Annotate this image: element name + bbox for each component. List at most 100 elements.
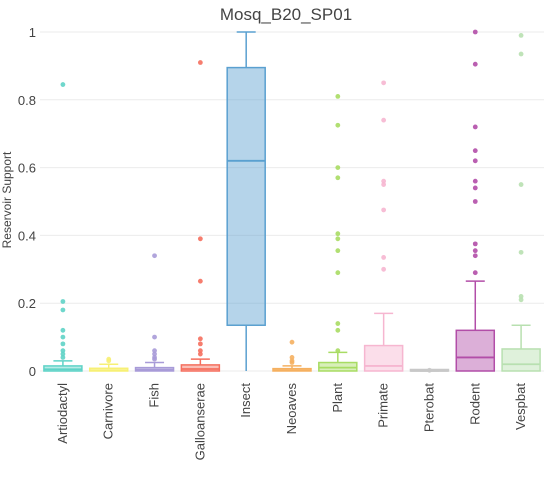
chart-title: Mosq_B20_SP01 (220, 5, 352, 24)
outlier-point (518, 32, 524, 38)
iqr-box (455, 329, 496, 372)
outlier-point (518, 249, 524, 255)
y-tick-label: 0.6 (18, 161, 36, 176)
x-tick-label: Plant (330, 383, 345, 413)
iqr-box (226, 66, 266, 326)
outlier-point (60, 334, 66, 340)
outlier-point (381, 207, 387, 213)
box-pterobat (409, 367, 450, 373)
outlier-point (518, 51, 524, 57)
outlier-point (106, 358, 112, 364)
outlier-point (197, 351, 203, 357)
outlier-point (60, 341, 66, 347)
box-galloanserae (180, 60, 221, 372)
box-artiodactyl (43, 82, 83, 372)
y-tick-label: 0 (29, 364, 36, 379)
outlier-point (335, 248, 341, 254)
x-tick-label: Pterobat (421, 383, 436, 433)
box-insect (226, 31, 266, 371)
x-tick-label: Primate (376, 383, 391, 428)
outlier-point (335, 175, 341, 181)
outlier-point (60, 82, 66, 87)
outlier-point (289, 355, 295, 360)
outlier-point (472, 29, 478, 35)
outlier-point (335, 165, 341, 171)
outlier-point (472, 248, 478, 254)
outlier-point (427, 367, 432, 373)
box-plant (318, 94, 358, 372)
outlier-point (335, 94, 341, 99)
outlier-point (197, 60, 203, 65)
y-axis-label: Reservoir Support (0, 151, 14, 248)
x-axis-ticks: Artiodactyl Carnivore Fish Galloanserae Inse… (55, 383, 528, 461)
x-tick-label: Fish (147, 383, 162, 408)
box-vespbat (501, 32, 541, 372)
outlier-point (197, 348, 203, 354)
box-carnivore (88, 356, 129, 372)
x-tick-label: Carnivore (101, 383, 116, 439)
outlier-point (381, 117, 387, 123)
outlier-point (197, 278, 203, 284)
outlier-point (60, 307, 66, 313)
outlier-point (518, 294, 524, 299)
outlier-point (472, 158, 478, 164)
outlier-point (335, 236, 341, 242)
y-tick-label: 1 (29, 25, 36, 40)
outlier-point (381, 266, 387, 272)
outlier-point (152, 351, 157, 357)
outlier-point (289, 339, 295, 345)
x-tick-label: Rodent (467, 383, 482, 425)
outlier-point (60, 348, 66, 354)
outlier-point (197, 236, 203, 242)
outlier-point (152, 348, 157, 354)
grid-lines (40, 31, 544, 372)
outlier-point (60, 299, 66, 304)
outlier-point (472, 61, 478, 67)
outlier-point (472, 185, 478, 191)
outlier-point (335, 348, 341, 354)
x-tick-label: Neoaves (284, 383, 299, 435)
y-axis-ticks: 0 0.2 0.4 0.6 0.8 1 (18, 25, 36, 379)
box-rodent (455, 29, 496, 372)
x-tick-label: Vespbat (513, 383, 528, 430)
outlier-point (60, 355, 66, 360)
outlier-point (335, 327, 341, 333)
box-primate (363, 80, 404, 372)
outlier-point (197, 341, 203, 347)
x-tick-label: Artiodactyl (55, 383, 70, 444)
outlier-point (472, 253, 478, 259)
outlier-point (289, 360, 295, 365)
outlier-point (60, 351, 66, 357)
outlier-point (381, 178, 387, 184)
x-tick-label: Insect (238, 383, 253, 418)
y-tick-label: 0.8 (18, 93, 36, 108)
y-tick-label: 0.4 (18, 228, 36, 243)
outlier-point (197, 336, 203, 342)
iqr-box (363, 344, 404, 372)
y-tick-label: 0.2 (18, 296, 36, 311)
box-fish (134, 253, 175, 372)
outlier-point (381, 182, 387, 187)
box-neoaves (272, 339, 312, 372)
outlier-point (60, 327, 66, 333)
outlier-point (472, 178, 478, 184)
outlier-point (472, 124, 478, 130)
outlier-point (472, 148, 478, 154)
outlier-point (472, 270, 478, 276)
outlier-point (381, 80, 387, 86)
iqr-box (501, 348, 541, 372)
outlier-point (152, 253, 157, 259)
outlier-point (152, 334, 157, 340)
outlier-point (335, 231, 341, 237)
x-tick-label: Galloanserae (192, 383, 207, 460)
outlier-point (335, 122, 341, 128)
outlier-point (472, 199, 478, 204)
outlier-point (472, 241, 478, 247)
outlier-point (335, 270, 341, 276)
outlier-point (518, 297, 524, 303)
outlier-point (335, 321, 341, 326)
outlier-point (518, 182, 524, 187)
outlier-point (381, 255, 387, 260)
boxes (43, 29, 541, 373)
